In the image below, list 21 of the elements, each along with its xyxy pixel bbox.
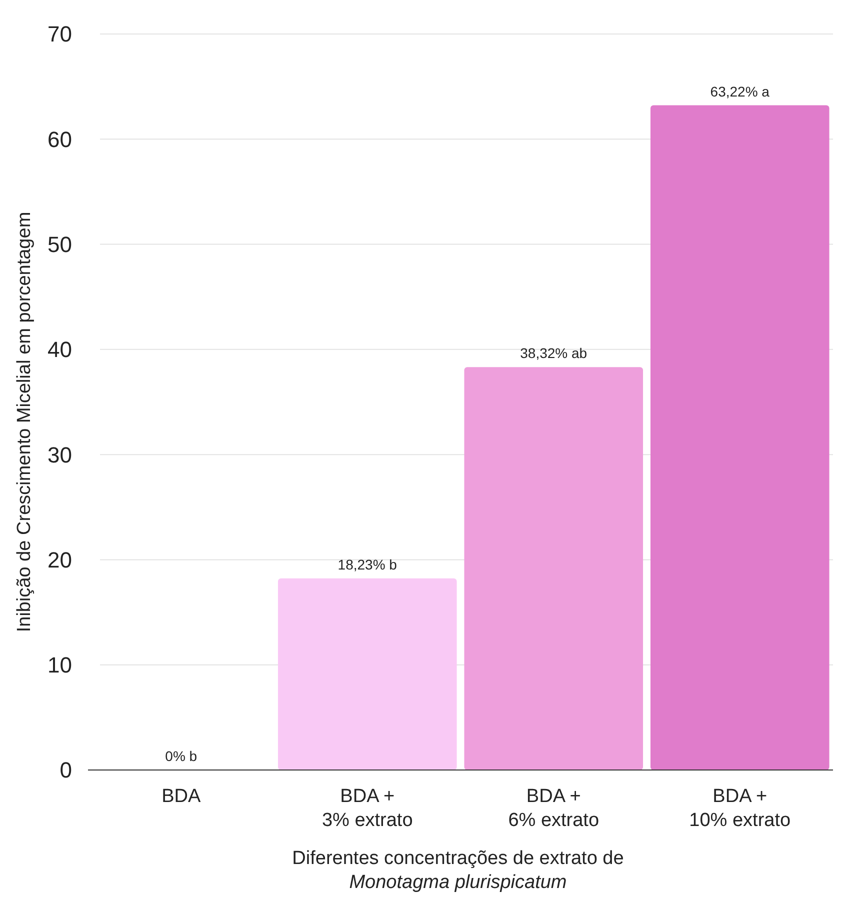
bar [278, 578, 457, 770]
y-tick-label: 70 [48, 22, 72, 47]
y-axis-title: Inibição de Crescimento Micelial em porcentagem [14, 212, 35, 632]
y-tick-label: 20 [48, 547, 72, 572]
y-tick-label: 0 [60, 758, 72, 783]
data-label: 0% b [165, 748, 198, 764]
y-tick-label: 50 [48, 232, 72, 257]
x-tick-label: BDA [162, 786, 201, 807]
x-axis-title: Diferentes concentrações de extrato de Monotagma plurispicatum [292, 848, 624, 893]
y-tick-label: 40 [48, 337, 72, 362]
y-tick-label: 30 [48, 442, 72, 468]
x-tick-label: BDA + 10% extrato [689, 786, 791, 831]
x-tick-label: BDA + 3% extrato [322, 786, 413, 831]
data-label: 18,23% b [338, 556, 398, 572]
data-label: 38,32% ab [520, 345, 588, 362]
bar [650, 105, 830, 770]
y-tick-label: 10 [48, 652, 72, 678]
y-tick-label: 60 [48, 126, 72, 152]
data-label: 63,22% a [710, 83, 770, 100]
bar [464, 367, 644, 770]
x-tick-label: BDA + 6% extrato [508, 786, 600, 831]
